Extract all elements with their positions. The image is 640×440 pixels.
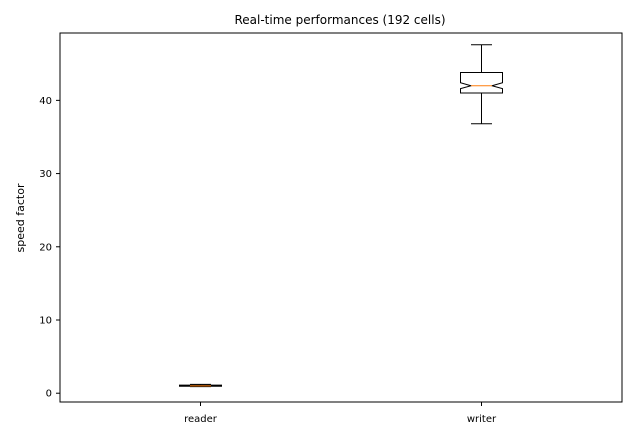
y-tick-label: 20 — [39, 242, 52, 253]
x-tick-label-writer: writer — [467, 414, 497, 425]
plot-area: 0 10 20 30 40 reader writer — [39, 32, 623, 425]
plot-frame — [59, 32, 623, 403]
y-tick-label: 10 — [39, 316, 52, 327]
y-tick-label: 0 — [46, 389, 52, 400]
box-writer — [460, 72, 503, 94]
y-axis-label: speed factor — [14, 183, 27, 252]
chart-title: Real-time performances (192 cells) — [234, 13, 445, 27]
x-tick-label-reader: reader — [184, 414, 218, 425]
y-tick-label: 30 — [39, 169, 52, 180]
y-tick-label: 40 — [39, 96, 52, 107]
